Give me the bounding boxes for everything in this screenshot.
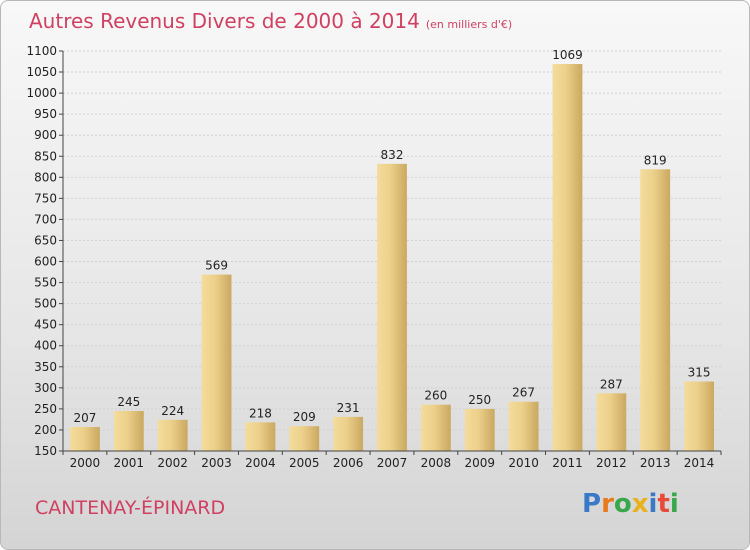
value-label-2002: 224 [161, 404, 184, 418]
logo-letter: r [601, 489, 614, 519]
chart-title-text: Autres Revenus Divers de 2000 à 2014 [29, 9, 420, 33]
logo-letter: i [669, 489, 679, 519]
value-label-2008: 260 [424, 389, 447, 403]
bar-2014 [684, 381, 714, 451]
bar-2008 [420, 404, 451, 451]
value-label-2014: 315 [688, 366, 711, 380]
x-tick-label-2010: 2010 [508, 456, 539, 470]
x-tick-label-2012: 2012 [596, 456, 627, 470]
logo-letter: x [631, 489, 649, 519]
y-tick-label: 450 [34, 318, 57, 332]
y-tick-label: 150 [34, 444, 57, 458]
x-tick-label-2014: 2014 [684, 456, 715, 470]
bar-2001 [113, 411, 144, 451]
bar-2003 [201, 274, 232, 451]
bar-2005 [289, 426, 320, 451]
y-tick-label: 350 [34, 360, 57, 374]
bar-2007 [377, 163, 407, 451]
x-tick-label-2004: 2004 [245, 456, 276, 470]
chart-title: Autres Revenus Divers de 2000 à 2014 (en … [29, 9, 512, 33]
value-label-2000: 207 [73, 411, 96, 425]
logo-letter: P [582, 489, 602, 519]
logo-letter: o [613, 489, 632, 519]
y-tick-label: 550 [34, 276, 57, 290]
value-label-2003: 569 [205, 259, 228, 273]
value-label-2011: 1069 [552, 48, 583, 62]
value-label-2006: 231 [337, 401, 360, 415]
x-tick-label-2008: 2008 [421, 456, 452, 470]
y-tick-label: 850 [34, 149, 57, 163]
x-tick-label-2011: 2011 [552, 456, 583, 470]
y-tick-label: 1050 [26, 65, 57, 79]
x-tick-label-2003: 2003 [201, 456, 232, 470]
x-tick-label-2001: 2001 [114, 456, 145, 470]
bar-2011 [552, 64, 583, 452]
y-tick-label: 750 [34, 191, 57, 205]
city-name: CANTENAY-ÉPINARD [35, 497, 226, 519]
x-tick-label-2009: 2009 [464, 456, 495, 470]
value-label-2007: 832 [381, 148, 404, 162]
bar-2012 [596, 393, 627, 451]
value-label-2001: 245 [117, 395, 140, 409]
y-tick-label: 800 [34, 170, 57, 184]
chart-subtitle: (en milliers d'€) [425, 18, 513, 31]
y-tick-label: 1100 [26, 44, 57, 58]
bar-2004 [245, 422, 276, 451]
bar-2009 [464, 408, 495, 451]
value-label-2005: 209 [293, 410, 316, 424]
y-tick-label: 700 [34, 212, 57, 226]
y-tick-label: 500 [34, 297, 57, 311]
y-tick-label: 1000 [26, 86, 57, 100]
logo-letter: i [648, 489, 658, 519]
y-tick-label: 900 [34, 128, 57, 142]
x-tick-label-2000: 2000 [70, 456, 101, 470]
x-tick-label-2007: 2007 [377, 456, 408, 470]
y-tick-label: 200 [34, 423, 57, 437]
axes: 150 200 250 300 350 400 450 500 550 600 650 700 750 8… [26, 44, 722, 470]
bar-2000 [70, 427, 100, 451]
x-tick-label-2013: 2013 [640, 456, 671, 470]
y-tick-label: 250 [34, 402, 57, 416]
bar-2006 [333, 416, 364, 451]
y-tick-label: 600 [34, 255, 57, 269]
y-tick-label: 950 [34, 107, 57, 121]
x-tick-label-2002: 2002 [157, 456, 188, 470]
bar-2002 [157, 419, 188, 451]
y-tick-label: 650 [34, 233, 57, 247]
bars [70, 64, 714, 452]
proxiti-logo[interactable]: Proxiti [582, 489, 679, 519]
bar-2010 [508, 401, 539, 451]
value-labels: 207 245 224 569 218 209 231 832 260 250 267 1069 287… [73, 48, 710, 425]
y-tick-label: 400 [34, 339, 57, 353]
x-tick-label-2006: 2006 [333, 456, 364, 470]
value-label-2009: 250 [468, 393, 491, 407]
y-tick-label: 300 [34, 381, 57, 395]
value-label-2004: 218 [249, 406, 272, 420]
value-label-2010: 267 [512, 386, 535, 400]
x-tick-label-2005: 2005 [289, 456, 320, 470]
value-label-2012: 287 [600, 377, 623, 391]
value-label-2013: 819 [644, 153, 667, 167]
bar-2013 [640, 169, 671, 451]
logo-letter: t [657, 489, 670, 519]
